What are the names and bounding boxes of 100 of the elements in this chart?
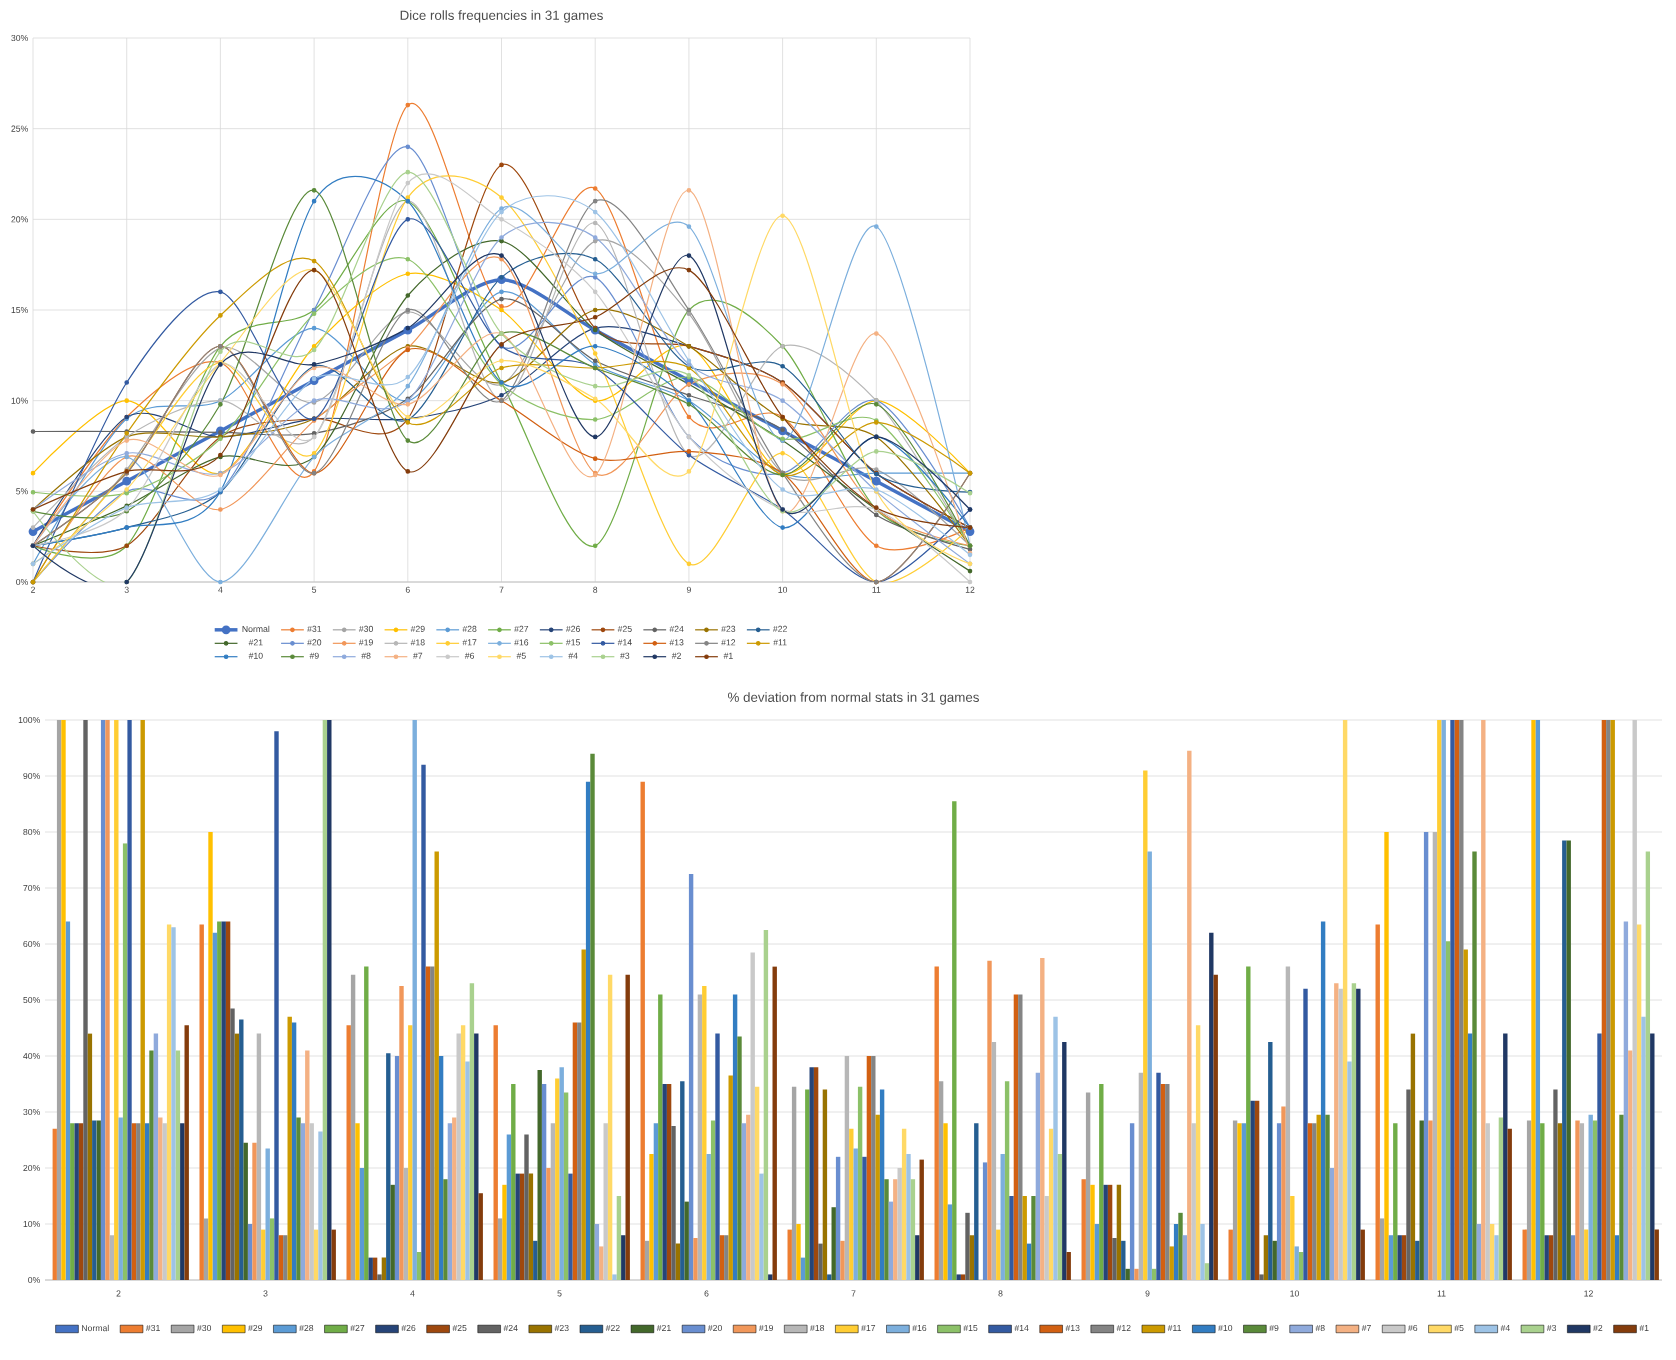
- legend-label: #20: [707, 1324, 722, 1332]
- legend-label: #27: [350, 1324, 365, 1331]
- y-tick-label: 50%: [23, 996, 40, 1004]
- x-tick-label: 2: [116, 1290, 121, 1297]
- legend-label: #21: [248, 639, 263, 646]
- legend-label: #5: [1454, 1324, 1464, 1332]
- legend-label: #29: [248, 1324, 263, 1332]
- legend-label: #24: [503, 1324, 518, 1331]
- legend-label: #17: [462, 639, 477, 646]
- legend-label: #2: [1593, 1324, 1603, 1331]
- x-tick-label: 5: [312, 586, 317, 593]
- legend-label: #8: [1315, 1324, 1325, 1332]
- x-tick-label: 4: [218, 586, 223, 593]
- legend-label: #16: [912, 1324, 927, 1332]
- y-tick-label: 20%: [11, 216, 28, 223]
- x-tick-label: 12: [1584, 1290, 1593, 1297]
- x-tick-label: 10: [1290, 1290, 1299, 1297]
- y-tick-label: 30%: [23, 1108, 40, 1116]
- y-tick-label: 70%: [23, 884, 40, 892]
- legend-label: #13: [669, 639, 684, 646]
- legend-label: #29: [410, 625, 425, 632]
- legend-label: #26: [565, 625, 580, 632]
- legend-label: #17: [861, 1324, 876, 1331]
- legend-label: #20: [307, 639, 322, 646]
- legend-label: Normal: [242, 625, 270, 633]
- legend-label: #12: [1116, 1324, 1131, 1331]
- legend-label: Normal: [82, 1324, 109, 1332]
- legend-label: #30: [197, 1324, 212, 1332]
- legend-label: #4: [1500, 1324, 1510, 1331]
- legend-label: #23: [721, 625, 736, 632]
- legend-label: #7: [1361, 1324, 1371, 1331]
- legend-label: #9: [1269, 1324, 1279, 1332]
- x-tick-label: 8: [998, 1290, 1003, 1297]
- y-tick-label: 15%: [11, 306, 28, 314]
- legend-label: #11: [1167, 1324, 1182, 1331]
- legend-label: #5: [516, 652, 526, 659]
- legend-label: #8: [361, 652, 371, 659]
- x-tick-label: 2: [31, 586, 35, 593]
- x-tick-label: 11: [872, 586, 881, 593]
- legend-label: #9: [309, 652, 319, 659]
- legend-label: #12: [721, 639, 736, 646]
- y-tick-label: 30%: [11, 34, 28, 42]
- legend-label: #6: [1408, 1324, 1418, 1332]
- x-tick-label: 11: [1437, 1290, 1446, 1297]
- y-tick-label: 0%: [28, 1276, 40, 1284]
- legend-label: #25: [452, 1324, 467, 1332]
- x-tick-label: 7: [499, 586, 504, 593]
- legend-label: #4: [568, 652, 578, 659]
- legend-label: #28: [462, 625, 477, 632]
- x-tick-label: 12: [965, 586, 975, 593]
- chart-title: % deviation from normal stats in 31 games: [728, 692, 979, 705]
- legend-label: #22: [605, 1324, 620, 1331]
- x-tick-label: 7: [851, 1290, 856, 1297]
- legend-label: #3: [1546, 1324, 1557, 1332]
- y-tick-label: 5%: [16, 488, 28, 495]
- x-tick-label: 9: [686, 586, 691, 593]
- legend-label: #31: [145, 1324, 160, 1332]
- legend-label: #16: [514, 639, 529, 646]
- y-tick-label: 10%: [23, 1220, 40, 1228]
- legend-label: #24: [669, 625, 684, 632]
- x-tick-label: 3: [124, 586, 129, 593]
- x-tick-label: 8: [593, 586, 598, 593]
- legend-label: #1: [723, 652, 733, 659]
- legend-label: #15: [963, 1324, 978, 1332]
- x-tick-label: 5: [557, 1290, 562, 1297]
- legend-label: #25: [617, 625, 632, 632]
- chart-title: Dice rolls frequencies in 31 games: [400, 10, 603, 23]
- legend-label: #13: [1065, 1324, 1080, 1332]
- legend-label: #7: [413, 652, 423, 659]
- legend-label: #27: [514, 625, 529, 632]
- legend-label: #14: [617, 639, 632, 646]
- y-tick-label: 100%: [18, 716, 40, 724]
- legend-label: #19: [758, 1324, 773, 1332]
- legend-label: #30: [358, 625, 373, 632]
- legend-label: #18: [810, 1324, 825, 1332]
- legend-label: #11: [773, 639, 787, 646]
- x-tick-label: 10: [778, 586, 788, 593]
- legend-label: #19: [358, 639, 373, 646]
- legend-label: #10: [248, 652, 263, 659]
- x-tick-label: 6: [704, 1290, 709, 1297]
- legend-label: #23: [554, 1324, 569, 1332]
- y-tick-label: 60%: [23, 940, 40, 948]
- legend-label: #26: [401, 1324, 416, 1332]
- legend-label: #21: [656, 1324, 671, 1331]
- legend-label: #6: [464, 652, 475, 659]
- legend-label: #22: [772, 625, 787, 632]
- x-tick-label: 9: [1145, 1290, 1150, 1297]
- x-tick-label: 3: [263, 1290, 268, 1297]
- legend-label: #31: [307, 625, 322, 632]
- y-tick-label: 25%: [11, 125, 28, 132]
- y-tick-label: 0%: [16, 578, 28, 586]
- legend-label: #10: [1218, 1324, 1233, 1332]
- legend-label: #2: [671, 652, 681, 659]
- legend-label: #28: [299, 1324, 314, 1332]
- y-tick-label: 20%: [23, 1164, 40, 1172]
- y-tick-label: 80%: [23, 828, 40, 836]
- legend-label: #1: [1639, 1324, 1649, 1331]
- legend-label: #18: [410, 639, 425, 646]
- y-tick-label: 40%: [23, 1052, 40, 1060]
- y-tick-label: 90%: [23, 772, 40, 780]
